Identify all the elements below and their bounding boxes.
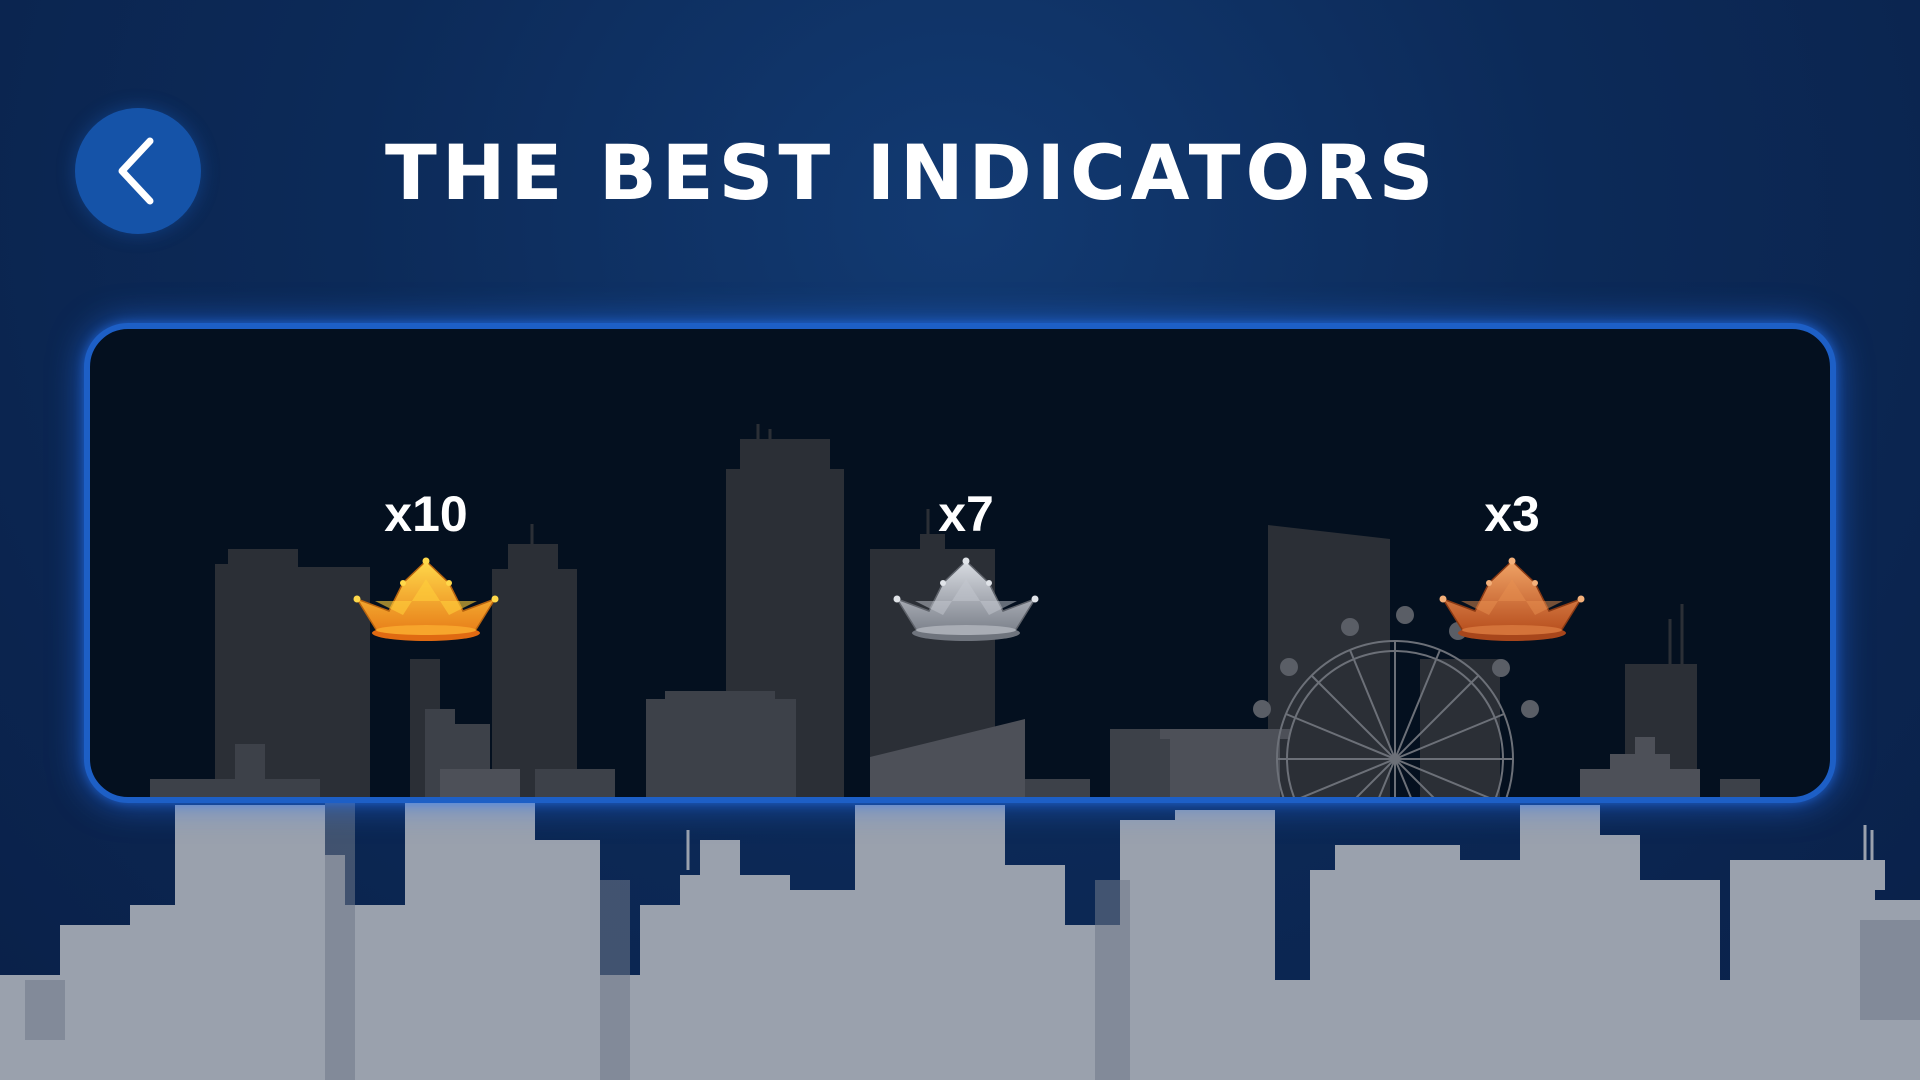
multiplier-label-gold: x10: [384, 486, 468, 542]
chevron-left-icon: [118, 137, 154, 205]
page-title: THE BEST INDICATORS: [385, 128, 1439, 217]
multiplier-label-silver: x7: [938, 486, 994, 542]
back-button[interactable]: [75, 108, 201, 234]
indicator-gold: x10: [326, 489, 526, 645]
crown-bronze-icon: [1439, 557, 1585, 641]
crown-gold-icon: [353, 557, 499, 641]
indicator-silver: x7: [866, 489, 1066, 645]
crown-silver-icon: [893, 557, 1039, 641]
indicator-bronze: x3: [1412, 489, 1612, 645]
indicators-panel: x10 x7: [84, 323, 1836, 803]
multiplier-label-bronze: x3: [1484, 486, 1540, 542]
city-skyline-background: [150, 424, 1760, 797]
